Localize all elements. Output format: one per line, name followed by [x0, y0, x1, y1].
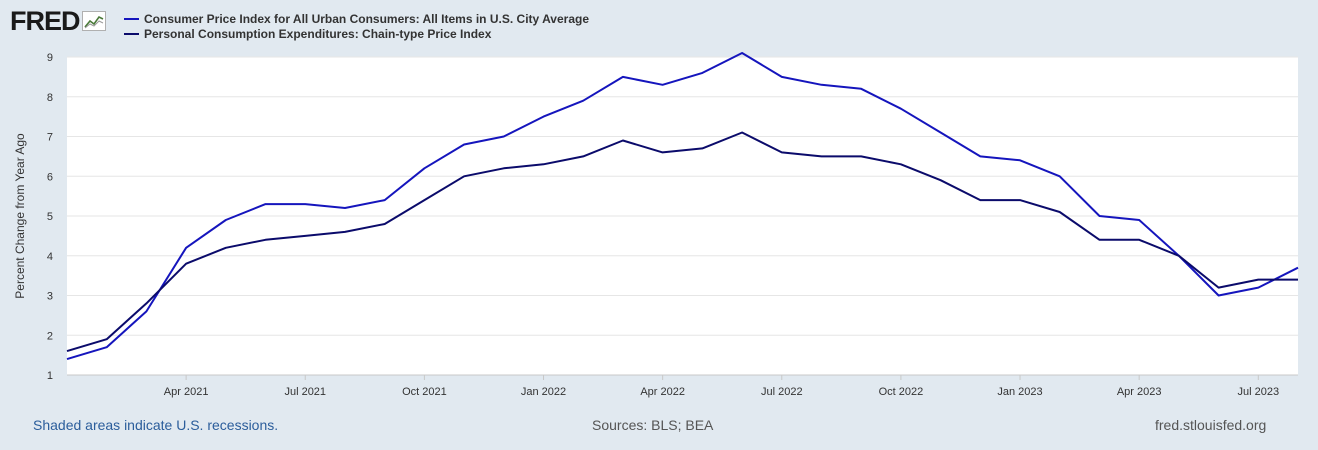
y-tick-label: 4 — [47, 251, 53, 263]
y-tick-label: 3 — [47, 291, 53, 303]
line-chart: 1 2 3 4 5 6 7 8 9 Apr 2021 Jul 2021 Oct 2021 Jan 20… — [13, 52, 1299, 398]
y-tick-label: 7 — [47, 132, 53, 144]
y-tick-label: 5 — [47, 211, 53, 223]
x-axis-ticks: Apr 2021 Jul 2021 Oct 2021 Jan 2022 Apr 2022… — [164, 375, 1279, 398]
gridlines — [67, 56, 1298, 376]
y-axis-label: Percent Change from Year Ago — [13, 133, 27, 299]
legend-swatch-pce — [124, 33, 139, 35]
y-tick-label: 8 — [47, 92, 53, 104]
sources-text: Sources: BLS; BEA — [592, 417, 714, 433]
x-tick-label: Apr 2023 — [1117, 386, 1162, 398]
fred-logo-text: FRED — [10, 6, 80, 36]
x-tick-label: Apr 2022 — [640, 386, 685, 398]
x-tick-label: Oct 2022 — [879, 386, 924, 398]
y-tick-label: 2 — [47, 330, 53, 342]
y-axis-ticks: 1 2 3 4 5 6 7 8 9 — [47, 52, 53, 382]
y-tick-label: 9 — [47, 52, 53, 64]
y-tick-label: 6 — [47, 171, 53, 183]
x-tick-label: Jul 2022 — [761, 386, 803, 398]
legend-swatch-cpi — [124, 18, 139, 20]
x-tick-label: Jan 2022 — [521, 386, 566, 398]
legend-item-cpi[interactable]: Consumer Price Index for All Urban Consu… — [124, 12, 589, 26]
site-link[interactable]: fred.stlouisfed.org — [1155, 417, 1267, 433]
x-tick-label: Apr 2021 — [164, 386, 209, 398]
legend-item-pce[interactable]: Personal Consumption Expenditures: Chain… — [124, 27, 491, 41]
legend-label-pce: Personal Consumption Expenditures: Chain… — [144, 27, 492, 41]
fred-logo[interactable]: FRED — [10, 6, 106, 36]
x-tick-label: Jul 2023 — [1237, 386, 1279, 398]
series-line-pce[interactable] — [66, 131, 1298, 353]
legend-label-cpi: Consumer Price Index for All Urban Consu… — [144, 12, 589, 26]
series-lines — [66, 52, 1299, 361]
recession-note: Shaded areas indicate U.S. recessions. — [33, 417, 279, 433]
x-tick-label: Jan 2023 — [997, 386, 1042, 398]
x-tick-label: Oct 2021 — [402, 386, 447, 398]
chart-icon — [81, 11, 106, 31]
series-line-cpi[interactable] — [66, 52, 1299, 361]
x-tick-label: Jul 2021 — [284, 386, 326, 398]
y-tick-label: 1 — [47, 370, 53, 382]
